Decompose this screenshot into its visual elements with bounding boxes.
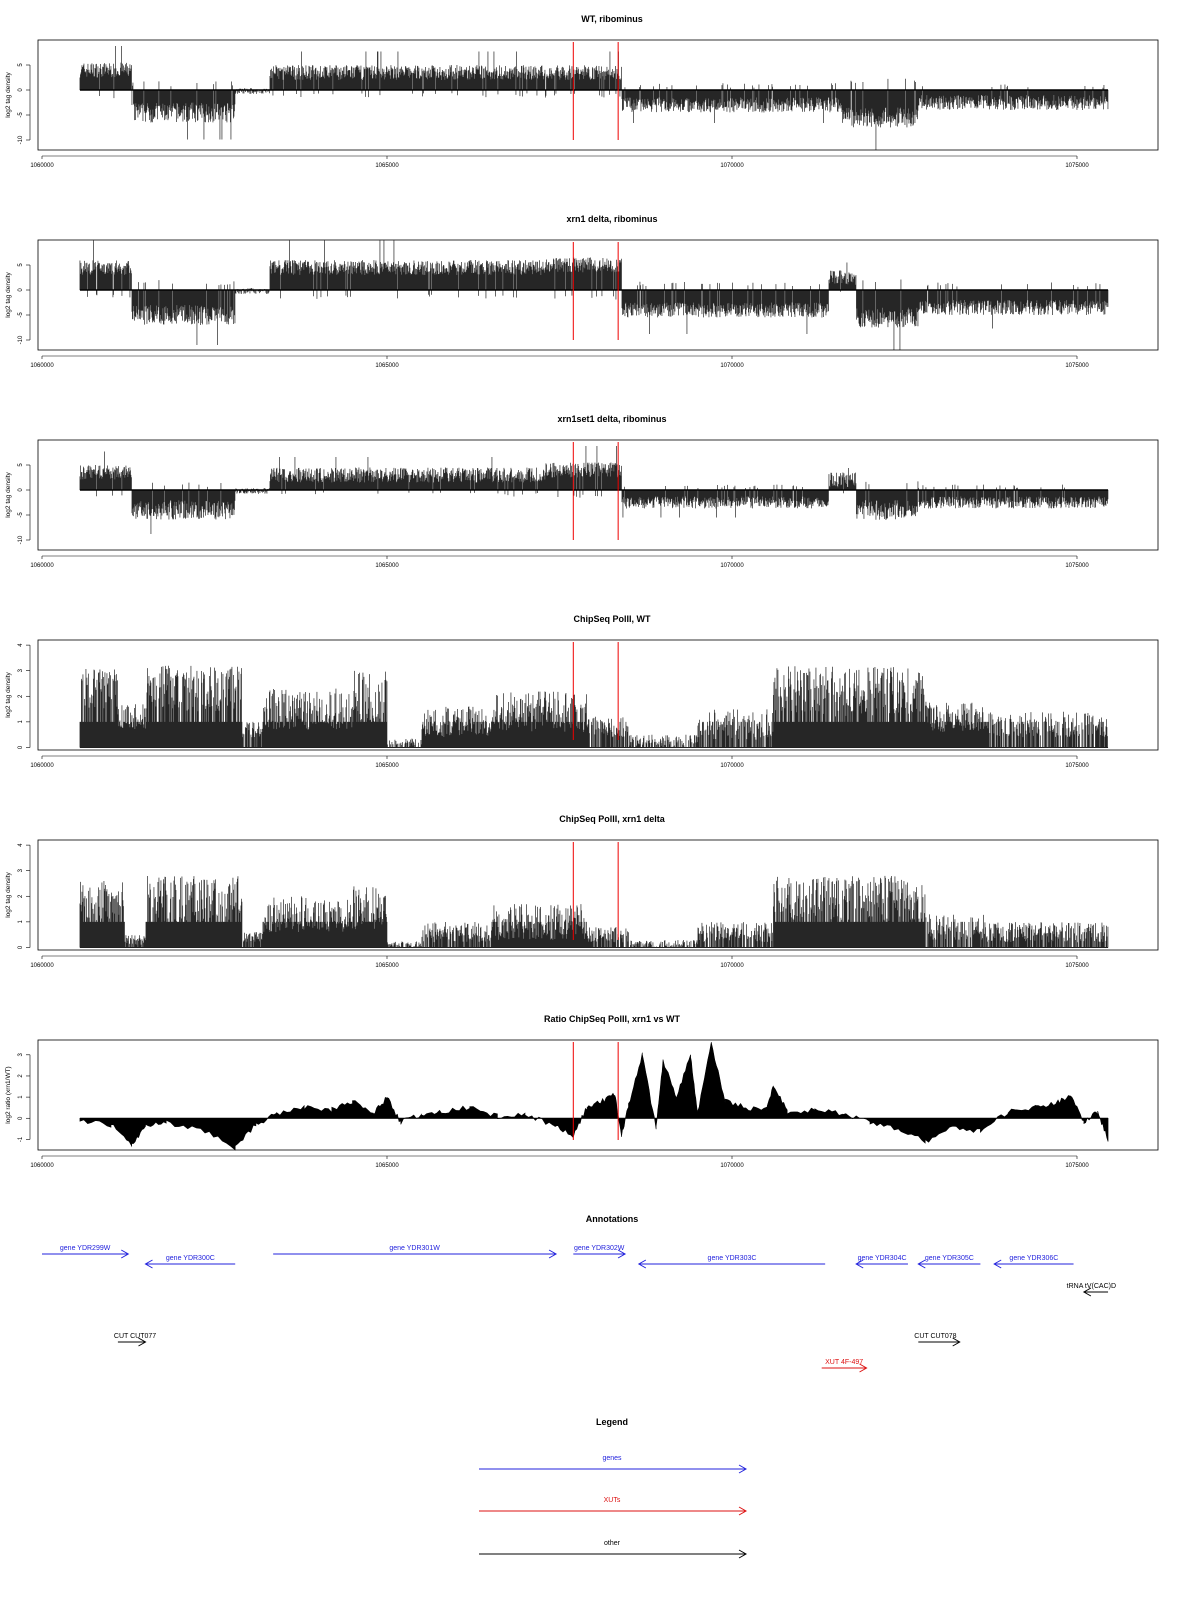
y-tick-label: -5 — [18, 112, 24, 118]
x-tick-label: 1060000 — [30, 163, 54, 169]
x-tick-label: 1060000 — [30, 563, 54, 569]
panel-title: xrn1set1 delta, ribominus — [557, 414, 666, 424]
x-tick-label: 1065000 — [375, 563, 399, 569]
y-tick-label: -10 — [18, 135, 24, 144]
panel-title: WT, ribominus — [581, 14, 643, 24]
y-tick-label: -5 — [18, 312, 24, 318]
x-tick-label: 1075000 — [1065, 163, 1089, 169]
y-axis-label: log2 tag density — [5, 471, 12, 517]
y-axis-label: log2 tag density — [5, 271, 12, 317]
x-tick-label: 1075000 — [1065, 563, 1089, 569]
x-tick-label: 1070000 — [720, 163, 744, 169]
x-tick-label: 1070000 — [720, 563, 744, 569]
y-axis-label: log2 tag density — [5, 71, 12, 117]
y-tick-label: -10 — [18, 335, 24, 344]
x-tick-label: 1075000 — [1065, 363, 1089, 369]
x-tick-label: 1065000 — [375, 363, 399, 369]
x-tick-label: 1070000 — [720, 363, 744, 369]
panel-title: xrn1 delta, ribominus — [566, 214, 657, 224]
y-tick-label: -10 — [18, 535, 24, 544]
y-tick-label: -5 — [18, 512, 24, 518]
x-tick-label: 1065000 — [375, 163, 399, 169]
x-tick-label: 1060000 — [30, 363, 54, 369]
